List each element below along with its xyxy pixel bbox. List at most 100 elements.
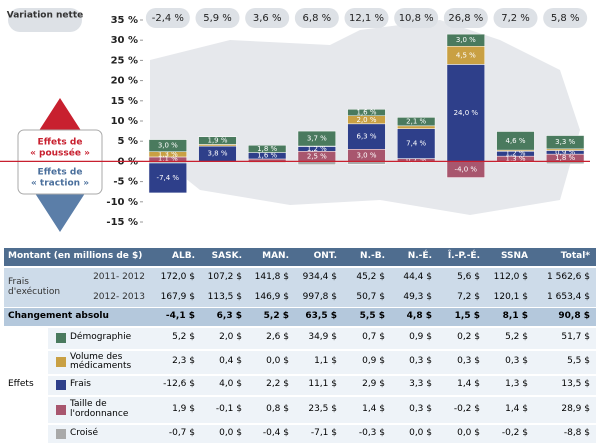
effect-cell: 0,3 $ (409, 403, 432, 414)
cost-cell: 107,2 $ (207, 271, 242, 282)
effect-cell: -0,2 $ (453, 403, 480, 414)
value-label: 1,2 % (505, 150, 525, 158)
cost-cell: 172,0 $ (160, 271, 195, 282)
change-cell: 5,2 $ (263, 311, 289, 322)
legend-name: Volume des médicaments (70, 351, 132, 371)
value-label: 2,1 % (406, 118, 426, 126)
effect-cell: 0,2 $ (457, 332, 480, 343)
cost-label: Frais d'exécution (8, 277, 61, 297)
net-label: 3,6 % (253, 13, 282, 24)
effect-cell: 5,2 $ (505, 332, 528, 343)
legend-swatch (56, 357, 66, 367)
effect-cell: 4,0 $ (219, 379, 242, 390)
legend-name: Démographie (70, 332, 132, 343)
effect-row-bg (48, 424, 596, 443)
effect-cell: 5,5 $ (567, 356, 590, 367)
value-label: -4,0 % (455, 165, 478, 173)
cost-bg (4, 268, 596, 307)
y-tick-label: -5 % (113, 177, 138, 188)
value-label: 0,7 % (406, 156, 426, 164)
value-label: 24,0 % (454, 109, 479, 117)
effect-row-bg (48, 327, 596, 349)
effect-cell: -0,2 $ (501, 427, 528, 438)
effect-cell: 34,9 $ (308, 332, 337, 343)
value-label: 1,6 % (356, 109, 376, 117)
effect-cell: -0,3 $ (358, 427, 385, 438)
effect-cell: 0,0 $ (219, 427, 242, 438)
effect-cell: 13,5 $ (561, 379, 590, 390)
y-tick-label: 35 % (111, 15, 138, 26)
legend-swatch (56, 428, 66, 439)
value-label: 3,0 % (356, 151, 376, 159)
value-label: 1,8 % (257, 145, 277, 153)
value-label: 3,0 % (158, 142, 178, 150)
effect-cell: -8,8 $ (563, 427, 590, 438)
change-cell: 5,5 $ (359, 311, 385, 322)
effect-cell: 28,9 $ (561, 403, 590, 414)
legend-swatch (56, 333, 66, 343)
chart: Variation nette Effets de « poussée » Ef… (0, 8, 590, 232)
net-label: 6,8 % (303, 13, 332, 24)
column-header: ONT. (313, 251, 337, 262)
change-cell: 90,8 $ (558, 311, 590, 322)
bar-segment (546, 135, 585, 150)
legend-name: Croisé (70, 427, 99, 438)
effect-cell: 2,0 $ (219, 332, 242, 343)
column-header: Î.-P.-É. (447, 251, 480, 262)
push-label: Effets de (38, 138, 83, 148)
net-label: 5,8 % (551, 13, 580, 24)
cost-cell: 141,8 $ (254, 271, 289, 282)
value-label: 3,8 % (207, 150, 227, 158)
y-tick-label: -15 % (106, 217, 138, 228)
value-label: 2,5 % (307, 152, 327, 160)
cost-cell: 5,6 $ (457, 271, 480, 282)
column-header: N.-É. (407, 251, 432, 262)
effect-cell: 0,4 $ (219, 356, 242, 367)
pull-label: « traction » (31, 179, 89, 189)
y-tick-label: 10 % (111, 116, 138, 127)
effect-cell: 3,3 $ (409, 379, 432, 390)
effect-cell: 2,9 $ (362, 379, 385, 390)
effect-cell: 2,6 $ (266, 332, 289, 343)
effects-label: Effets (8, 379, 34, 390)
cost-cell: 44,4 $ (403, 271, 432, 282)
net-pill (443, 8, 488, 28)
effect-cell: 0,7 $ (362, 332, 385, 343)
value-label: 3,3 % (555, 138, 575, 146)
legend-swatch (56, 404, 66, 415)
bar-segment (248, 144, 287, 153)
net-pill (294, 8, 339, 28)
effect-cell: 1,9 $ (172, 403, 195, 414)
value-label: 1,9 % (207, 137, 227, 145)
bar-segment (148, 139, 187, 152)
net-pill (543, 8, 588, 28)
cost-cell: 50,7 $ (356, 291, 385, 302)
value-label: 3,0 % (456, 36, 476, 44)
pull-label: Effets de (38, 168, 83, 178)
column-header: ALB. (172, 251, 195, 262)
cost-cell: 997,8 $ (302, 291, 337, 302)
net-label: 12,1 % (349, 13, 384, 24)
effect-cell: 0,9 $ (409, 332, 432, 343)
net-label: 10,8 % (399, 13, 434, 24)
period-label: 2012- 2013 (93, 291, 145, 302)
bar-segment (397, 128, 436, 159)
net-header-pill (8, 8, 82, 32)
column-header: N.-B. (360, 251, 385, 262)
effect-cell: 1,4 $ (457, 379, 480, 390)
cost-cell: 49,3 $ (403, 291, 432, 302)
column-header: SASK. (211, 251, 242, 262)
y-tick-label: 25 % (111, 55, 138, 66)
cost-cell: 1 562,6 $ (547, 271, 590, 282)
y-tick-label: 30 % (111, 35, 138, 46)
value-label: 4,6 % (505, 137, 525, 145)
value-label: 2,0 % (356, 116, 376, 124)
change-label: Changement absolu (8, 311, 109, 322)
cost-cell: 113,5 $ (207, 291, 242, 302)
effect-cell: 2,3 $ (172, 356, 195, 367)
net-pill (394, 8, 439, 28)
effect-cell: 1,4 $ (505, 403, 528, 414)
legend-name: Taille de l'ordonnance (70, 399, 129, 419)
y-tick-label: 15 % (111, 96, 138, 107)
